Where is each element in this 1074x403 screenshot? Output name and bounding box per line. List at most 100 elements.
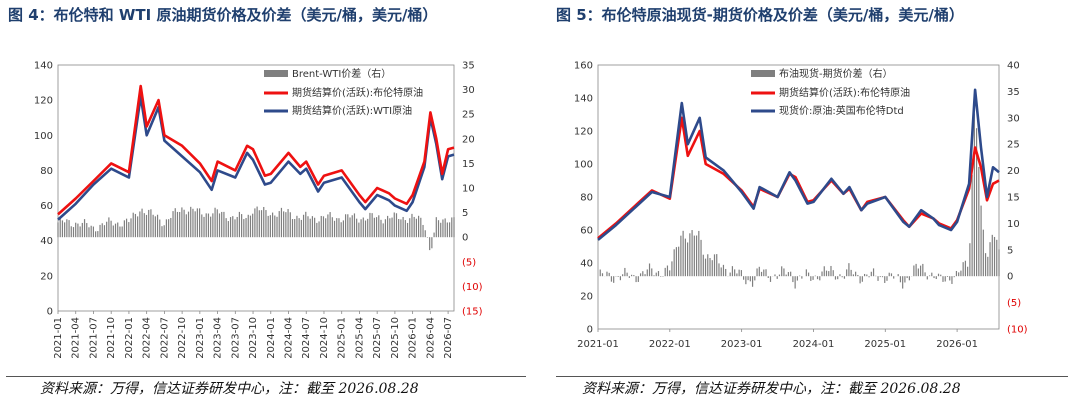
spread-bar [181, 207, 183, 238]
figure-4-source: 资料来源：万得，信达证券研发中心，注：截至 2026.08.28 [40, 381, 419, 397]
spread-bar [356, 218, 358, 238]
x-tick-label: 2025-10 [390, 317, 401, 359]
spread-bar [754, 276, 756, 281]
spread-bar [402, 216, 404, 238]
spread-bar [444, 218, 446, 238]
spread-bar [743, 276, 745, 280]
spread-bar [187, 211, 190, 238]
spread-bar [884, 276, 886, 283]
spread-bar [61, 220, 64, 238]
spread-bar [944, 276, 946, 282]
spread-bar [787, 272, 790, 277]
spread-bar [980, 205, 982, 277]
spread-bar [660, 276, 662, 277]
y-right-tick-label: (10) [1007, 325, 1028, 336]
x-tick-label: 2022-01 [649, 339, 691, 350]
y-right-tick-label: 40 [1007, 61, 1020, 72]
spread-bar [418, 215, 420, 238]
spread-bar [411, 213, 413, 238]
spread-bar [915, 263, 917, 277]
x-tick-label: 2021-10 [106, 317, 117, 359]
spread-bar [252, 213, 254, 238]
spread-bar [103, 225, 106, 238]
spread-bar [446, 222, 448, 238]
spread-bar [709, 257, 711, 277]
spread-bar [298, 218, 300, 238]
figure-5-divider [556, 376, 1068, 377]
spread-bar [756, 268, 758, 277]
figure-4-chart: 0 20 40 60 80 100 120 140 (15) (10) (5) 0 5 10 15 20 25 3… [6, 52, 526, 360]
spread-bar [340, 222, 342, 238]
spread-bar [973, 113, 975, 277]
spread-bar [830, 265, 832, 277]
spread-bar [897, 274, 899, 277]
spread-bar [608, 272, 610, 277]
spread-bar [993, 236, 996, 277]
x-tick-label: 2022-07 [159, 317, 170, 359]
spread-bar [83, 219, 86, 238]
spread-bar [890, 273, 893, 277]
spread-bar [121, 226, 123, 238]
spread-bar [904, 276, 906, 283]
spread-bar [287, 209, 289, 238]
spread-bar [285, 212, 287, 238]
spread-bar [344, 214, 347, 238]
spread-bar [393, 212, 395, 238]
y-right-tick-label: 35 [1007, 87, 1020, 98]
spread-bar [698, 230, 700, 277]
spread-bar [825, 270, 828, 277]
spread-bar [626, 272, 628, 277]
spread-bar [79, 226, 81, 238]
spread-bar [978, 166, 980, 277]
spread-bar [316, 222, 318, 238]
spread-bar [716, 254, 718, 277]
spread-bar [57, 222, 59, 238]
y-left-tick-label: 40 [40, 236, 53, 247]
spread-bar [125, 218, 128, 238]
spread-bar [163, 225, 165, 238]
spread-bar [353, 213, 356, 238]
spread-bar [828, 271, 830, 277]
spread-bar [814, 275, 816, 277]
spread-bar [785, 274, 787, 277]
spread-bar [291, 219, 294, 238]
spread-bar [953, 276, 955, 278]
spread-bar [691, 230, 693, 277]
spread-bar [749, 276, 751, 282]
spread-bar [232, 216, 234, 238]
spread-bar [150, 209, 152, 238]
spread-bar [816, 276, 819, 280]
spread-bar [236, 216, 238, 238]
spread-bar [734, 269, 736, 277]
y-right-tick-label: (10) [462, 282, 483, 293]
spread-bar [152, 214, 154, 238]
spread-bar [893, 276, 895, 279]
spread-bar [404, 220, 406, 238]
spread-bar [106, 221, 108, 238]
spread-bar [108, 217, 110, 238]
spread-bar [792, 276, 794, 283]
brent-futures-line [597, 116, 1000, 240]
spread-bar [951, 276, 953, 284]
spread-bar [95, 231, 97, 238]
spread-bar [258, 210, 260, 238]
spread-bar [704, 258, 707, 277]
spread-bar [453, 217, 455, 238]
spread-bar [713, 254, 716, 277]
spread-bar [671, 261, 673, 277]
spread-bar [823, 266, 825, 277]
spread-bar [92, 226, 94, 238]
spread-bar [194, 211, 196, 238]
spread-bar [205, 213, 207, 238]
x-tick-label: 2023-04 [213, 317, 224, 359]
y-left-tick-label: 0 [587, 325, 593, 336]
spread-bar [400, 219, 402, 238]
spread-bar [369, 212, 371, 238]
spread-bar [888, 272, 890, 277]
spread-bar [351, 215, 353, 238]
spread-bar [331, 217, 333, 238]
y-left-tick-label: 160 [574, 61, 593, 72]
spread-bar [172, 211, 174, 238]
spread-bar [857, 274, 859, 277]
spread-bar [442, 219, 444, 238]
